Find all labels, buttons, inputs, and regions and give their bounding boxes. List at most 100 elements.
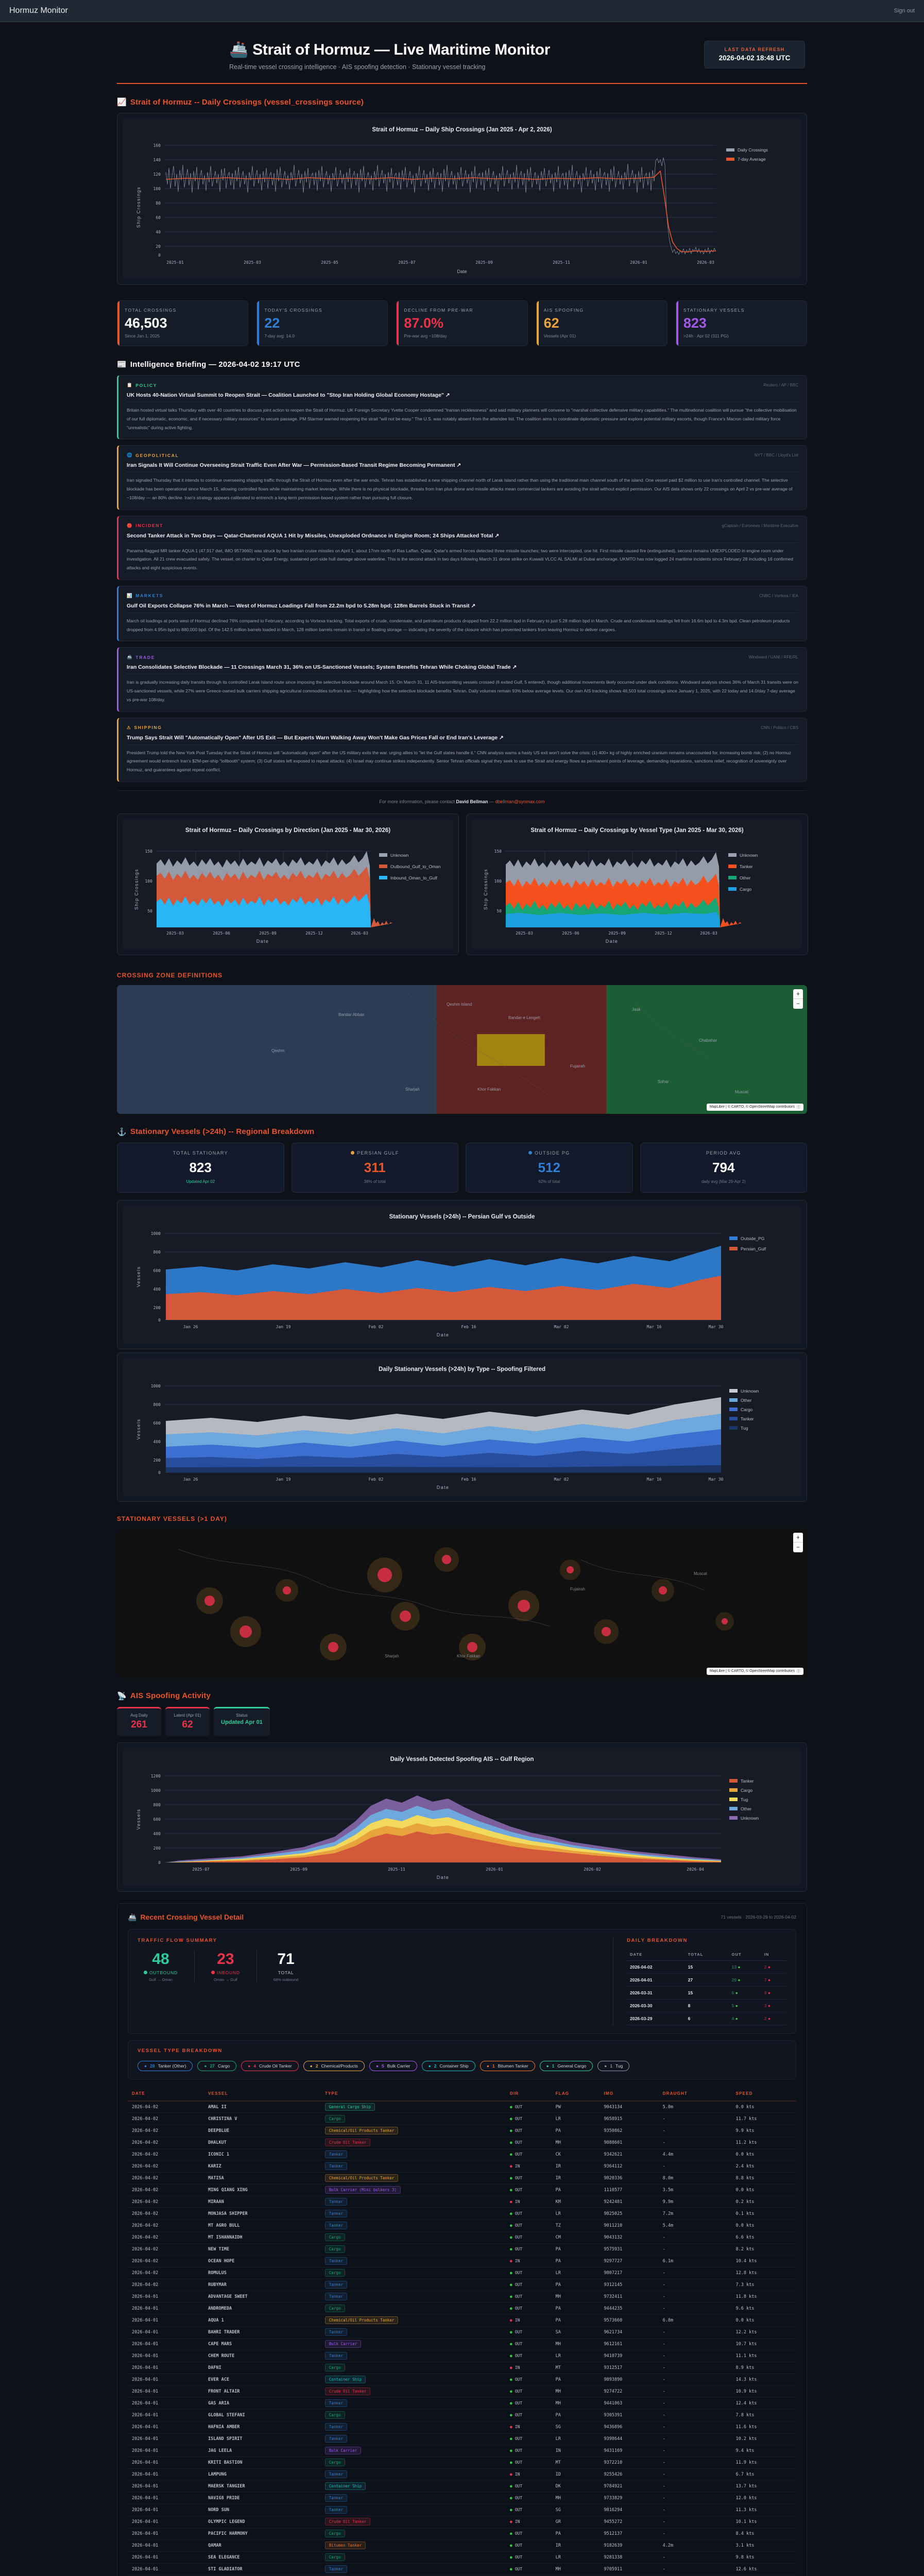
cell-draught: -	[658, 2456, 732, 2469]
table-row[interactable]: 2026-04-01 SEA ELEGANCE Cargo ● OUT LR 9281338…	[128, 2551, 796, 2564]
table-row[interactable]: 2026-04-02 DHALKUT Crude Oil Tanker ● OUT MH 9…	[128, 2137, 796, 2149]
col-date[interactable]: DATE	[128, 2088, 204, 2102]
table-row[interactable]: 2026-04-02 KARIZ Tanker ● IN IR 9364112-2.4 kt…	[128, 2160, 796, 2173]
table-row[interactable]: 2026-04-02 MIRAAN Tanker ● IN KM 9242481 9.9m 0.…	[128, 2196, 796, 2208]
map-zoom-controls[interactable]: + −	[793, 989, 803, 1009]
table-row[interactable]: 2026-04-01 KRITI BASTION Cargo ● OUT MT 937221…	[128, 2456, 796, 2469]
crossing-zone-map[interactable]: Bandar Abbas Qeshm Qeshm Island Bandar-e…	[117, 985, 807, 1114]
briefing-headline[interactable]: Iran Consolidates Selective Blockade — 1…	[127, 664, 798, 675]
map-zoom-in-button[interactable]: +	[793, 1533, 803, 1543]
table-row[interactable]: 2026-04-02 AMAL II General Cargo Ship ● OUT P…	[128, 2100, 796, 2113]
table-row[interactable]: 2026-04-01 NORD SUN Tanker ● OUT SG 9816294-11…	[128, 2504, 796, 2516]
map-zoom-out-button[interactable]: −	[796, 999, 800, 1007]
table-row[interactable]: 2026-04-02 DEEPBLUE Chemical/Oil Products …	[128, 2125, 796, 2137]
table-row[interactable]: 2026-04-01 GAS ARIA Tanker ● OUT MH 9441063-12…	[128, 2397, 796, 2410]
map-zoom-in-button[interactable]: +	[793, 989, 803, 999]
briefing-item[interactable]: ⚠ SHIPPING CNN / Politico / CBS Trump Sa…	[117, 717, 807, 782]
cell-vessel: AQUA 1	[204, 2314, 321, 2327]
table-row[interactable]: 2026-04-01 ADVANTAGE SWEET Tanker ● OUT MH 973…	[128, 2291, 796, 2303]
table-row[interactable]: 2026-04-01 FRONT ALTAIR Crude Oil Tanker ● O…	[128, 2385, 796, 2398]
table-row[interactable]: 2026-04-02 OCEAN HOPE Tanker ● IN PA 9297727 6.…	[128, 2255, 796, 2267]
briefing-headline[interactable]: Second Tanker Attack in Two Days — Qatar…	[127, 533, 798, 543]
vessel-type-chip[interactable]: ● 28 Tanker (Other)	[138, 2060, 193, 2071]
table-row[interactable]: 2026-04-02 MT AGRO BULL Tanker ● OUT TZ 901121…	[128, 2219, 796, 2232]
col-vessel[interactable]: VESSEL	[204, 2088, 321, 2102]
cell-type: Bitumen Tanker	[320, 2539, 506, 2552]
table-row[interactable]: 2026-04-01 EVER ACE Container Ship ● OUT PA 98…	[128, 2374, 796, 2386]
vessel-type-chip[interactable]: ● 1 Tug	[597, 2060, 630, 2071]
table-row[interactable]: 2026-04-02 ICONIC 1 Tanker ● OUT CK 9342621 4.4…	[128, 2148, 796, 2161]
table-row[interactable]: 2026-04-01 PACIFIC HARMONY Cargo ● OUT PA 9512…	[128, 2528, 796, 2540]
vessel-type-chip[interactable]: ● 4 Crude Oil Tanker	[241, 2060, 299, 2071]
cell-imo: 9444235	[600, 2302, 659, 2315]
briefing-headline[interactable]: Gulf Oil Exports Collapse 76% in March —…	[127, 603, 798, 613]
table-row[interactable]: 2026-04-01 BAHRI TRADER Tanker ● OUT SA 962173…	[128, 2326, 796, 2338]
table-row[interactable]: 2026-04-01 NAVIG8 PRIDE Tanker ● OUT MH 973382…	[128, 2492, 796, 2504]
briefing-item[interactable]: 🔴 INCIDENT gCaptain / Euronews / Maritim…	[117, 515, 807, 580]
daily-breakdown-block: DAILY BREAKDOWN DATE TOTAL OUT IN 2026-0…	[627, 1938, 786, 2025]
cell-flag: MH	[551, 2291, 600, 2303]
vessel-type-chip[interactable]: ● 2 Container Ship	[421, 2060, 475, 2071]
cell-date: 2026-04-01	[128, 2551, 204, 2564]
table-row[interactable]: 2026-04-01 GLOBAL STEFANI Cargo ● OUT PA 93053…	[128, 2409, 796, 2421]
col-imo[interactable]: IMO	[600, 2088, 659, 2102]
briefing-headline[interactable]: UK Hosts 40-Nation Virtual Summit to Reo…	[127, 392, 798, 402]
briefing-item[interactable]: 🌐 GEOPOLITICAL NYT / BBC / Lloyd's List …	[117, 445, 807, 510]
table-row[interactable]: 2026-04-01TIGER SHANGHAIBulk Carrier●INH…	[128, 2575, 796, 2576]
svg-text:60: 60	[156, 215, 161, 220]
table-row[interactable]: 2026-04-02 MONJASA SHIPPER Tanker ● OUT LR 982…	[128, 2208, 796, 2220]
briefing-headline[interactable]: Iran Signals It Will Continue Overseeing…	[127, 462, 798, 473]
svg-text:Qeshm Island: Qeshm Island	[447, 1002, 472, 1007]
map-zoom-out-button[interactable]: −	[796, 1543, 800, 1551]
table-row[interactable]: 2026-04-02 NEW TIME Cargo ● OUT PA 9575931-8.2…	[128, 2243, 796, 2256]
vessel-type-chip[interactable]: ● 27 Cargo	[197, 2060, 237, 2071]
info-icon[interactable]: ⓘ	[797, 1105, 800, 1109]
table-row[interactable]: 2026-04-01 QAMAR Bitumen Tanker ● OUT IR 91826…	[128, 2539, 796, 2552]
table-row[interactable]: 2026-04-01 CAPE MARS Bulk Carrier ● OUT MH 961…	[128, 2338, 796, 2350]
table-row[interactable]: 2026-04-01 LAMPUNG Tanker ● IN ID 9255426-6.7 …	[128, 2468, 796, 2481]
briefing-source: CNBC / Vortexa / IEA	[759, 593, 798, 598]
table-row[interactable]: 2026-04-01 JAG LEELA Bulk Carrier ● OUT IN 943…	[128, 2445, 796, 2457]
table-row[interactable]: 2026-04-02 RUBYMAR Tanker ● OUT PA 9312145-7.3…	[128, 2279, 796, 2291]
sign-out-button[interactable]: Sign out	[894, 8, 915, 14]
main-chart-section-title: 📈 Strait of Hormuz -- Daily Crossings (v…	[117, 97, 364, 107]
cell-flag: PA	[551, 2279, 600, 2291]
table-row[interactable]: 2026-04-01 DAFNI Cargo ● IN MT 9312517-8.9 kts	[128, 2362, 796, 2374]
table-row[interactable]: 2026-04-01 AQUA 1 Chemical/Oil Products Ta…	[128, 2314, 796, 2327]
table-row[interactable]: 2026-04-02 MING QIANG XING Bulk Carrier (M…	[128, 2184, 796, 2196]
table-row[interactable]: 2026-04-01 ISLAND SPIRIT Tanker ● OUT LR 93986…	[128, 2433, 796, 2445]
table-row[interactable]: 2026-04-01 CHEM ROUTE Tanker ● OUT LR 9410739-…	[128, 2350, 796, 2362]
table-row[interactable]: 2026-04-02 CHRISTINA V Cargo ● OUT LR 9658915-…	[128, 2113, 796, 2125]
table-row[interactable]: 2026-04-01 OLYMPIC LEGEND Crude Oil Tanker…	[128, 2516, 796, 2528]
table-row[interactable]: 2026-04-01 STI GLADIATOR Tanker ● OUT MH 97059…	[128, 2563, 796, 2575]
vessel-type-chip[interactable]: ● 1 General Cargo	[539, 2060, 593, 2071]
cell-direction: ● OUT	[505, 2267, 552, 2279]
table-row[interactable]: 2026-04-01 ANDROMEDA Cargo ● OUT PA 9444235-9.…	[128, 2302, 796, 2315]
col-speed[interactable]: SPEED	[731, 2088, 796, 2102]
stationary-vessel-map[interactable]: Sharjah Khor Fakkan Fujairah Muscat + − Ma…	[117, 1528, 807, 1678]
briefing-item[interactable]: 📊 MARKETS CNBC / Vortexa / IEA Gulf Oil …	[117, 585, 807, 642]
col-type[interactable]: TYPE	[320, 2088, 506, 2102]
briefing-item[interactable]: 📋 POLICY Reuters / AP / BBC UK Hosts 40-…	[117, 375, 807, 440]
stationary-card-label: PERSIAN GULF	[297, 1150, 453, 1156]
col-dir[interactable]: DIR	[505, 2088, 552, 2102]
ship-icon: 🚢	[229, 41, 249, 58]
briefing-item[interactable]: 🚢 TRADE Windward / UANI / RFE/RL Iran Co…	[117, 647, 807, 712]
briefing-headline[interactable]: Trump Says Strait Will "Automatically Op…	[127, 735, 798, 745]
contact-email-link[interactable]: dbellman@synmax.com	[495, 799, 545, 804]
table-row[interactable]: 2026-04-02 MT ISHANNAIDH Cargo ● OUT CM 904313…	[128, 2231, 796, 2244]
map-zoom-controls[interactable]: + −	[793, 1532, 803, 1552]
svg-text:40: 40	[156, 230, 161, 234]
table-row[interactable]: 2026-04-02 MATISA Chemical/Oil Products Ta…	[128, 2172, 796, 2184]
table-row[interactable]: 2026-04-02 ROMULUS Cargo ● OUT LR 9807217-12.8…	[128, 2267, 796, 2279]
table-row[interactable]: 2026-04-01 MAERSK TANGIER Container Ship ● O…	[128, 2480, 796, 2493]
svg-text:Daily Crossings: Daily Crossings	[738, 147, 768, 152]
table-row[interactable]: 2026-04-01 HAFNIA AMBER Tanker ● IN SG 9436896…	[128, 2421, 796, 2433]
cell-speed: 10.9 kts	[731, 2385, 796, 2398]
vessel-type-chip[interactable]: ● 1 Bitumen Tanker	[480, 2060, 535, 2071]
vessel-type-chip[interactable]: ● 5 Bulk Carrier	[369, 2060, 417, 2071]
col-flag[interactable]: FLAG	[551, 2088, 600, 2102]
vessel-type-chip[interactable]: ● 2 Chemical/Products	[303, 2060, 365, 2071]
info-icon[interactable]: ⓘ	[797, 1669, 800, 1673]
col-draught[interactable]: DRAUGHT	[658, 2088, 732, 2102]
